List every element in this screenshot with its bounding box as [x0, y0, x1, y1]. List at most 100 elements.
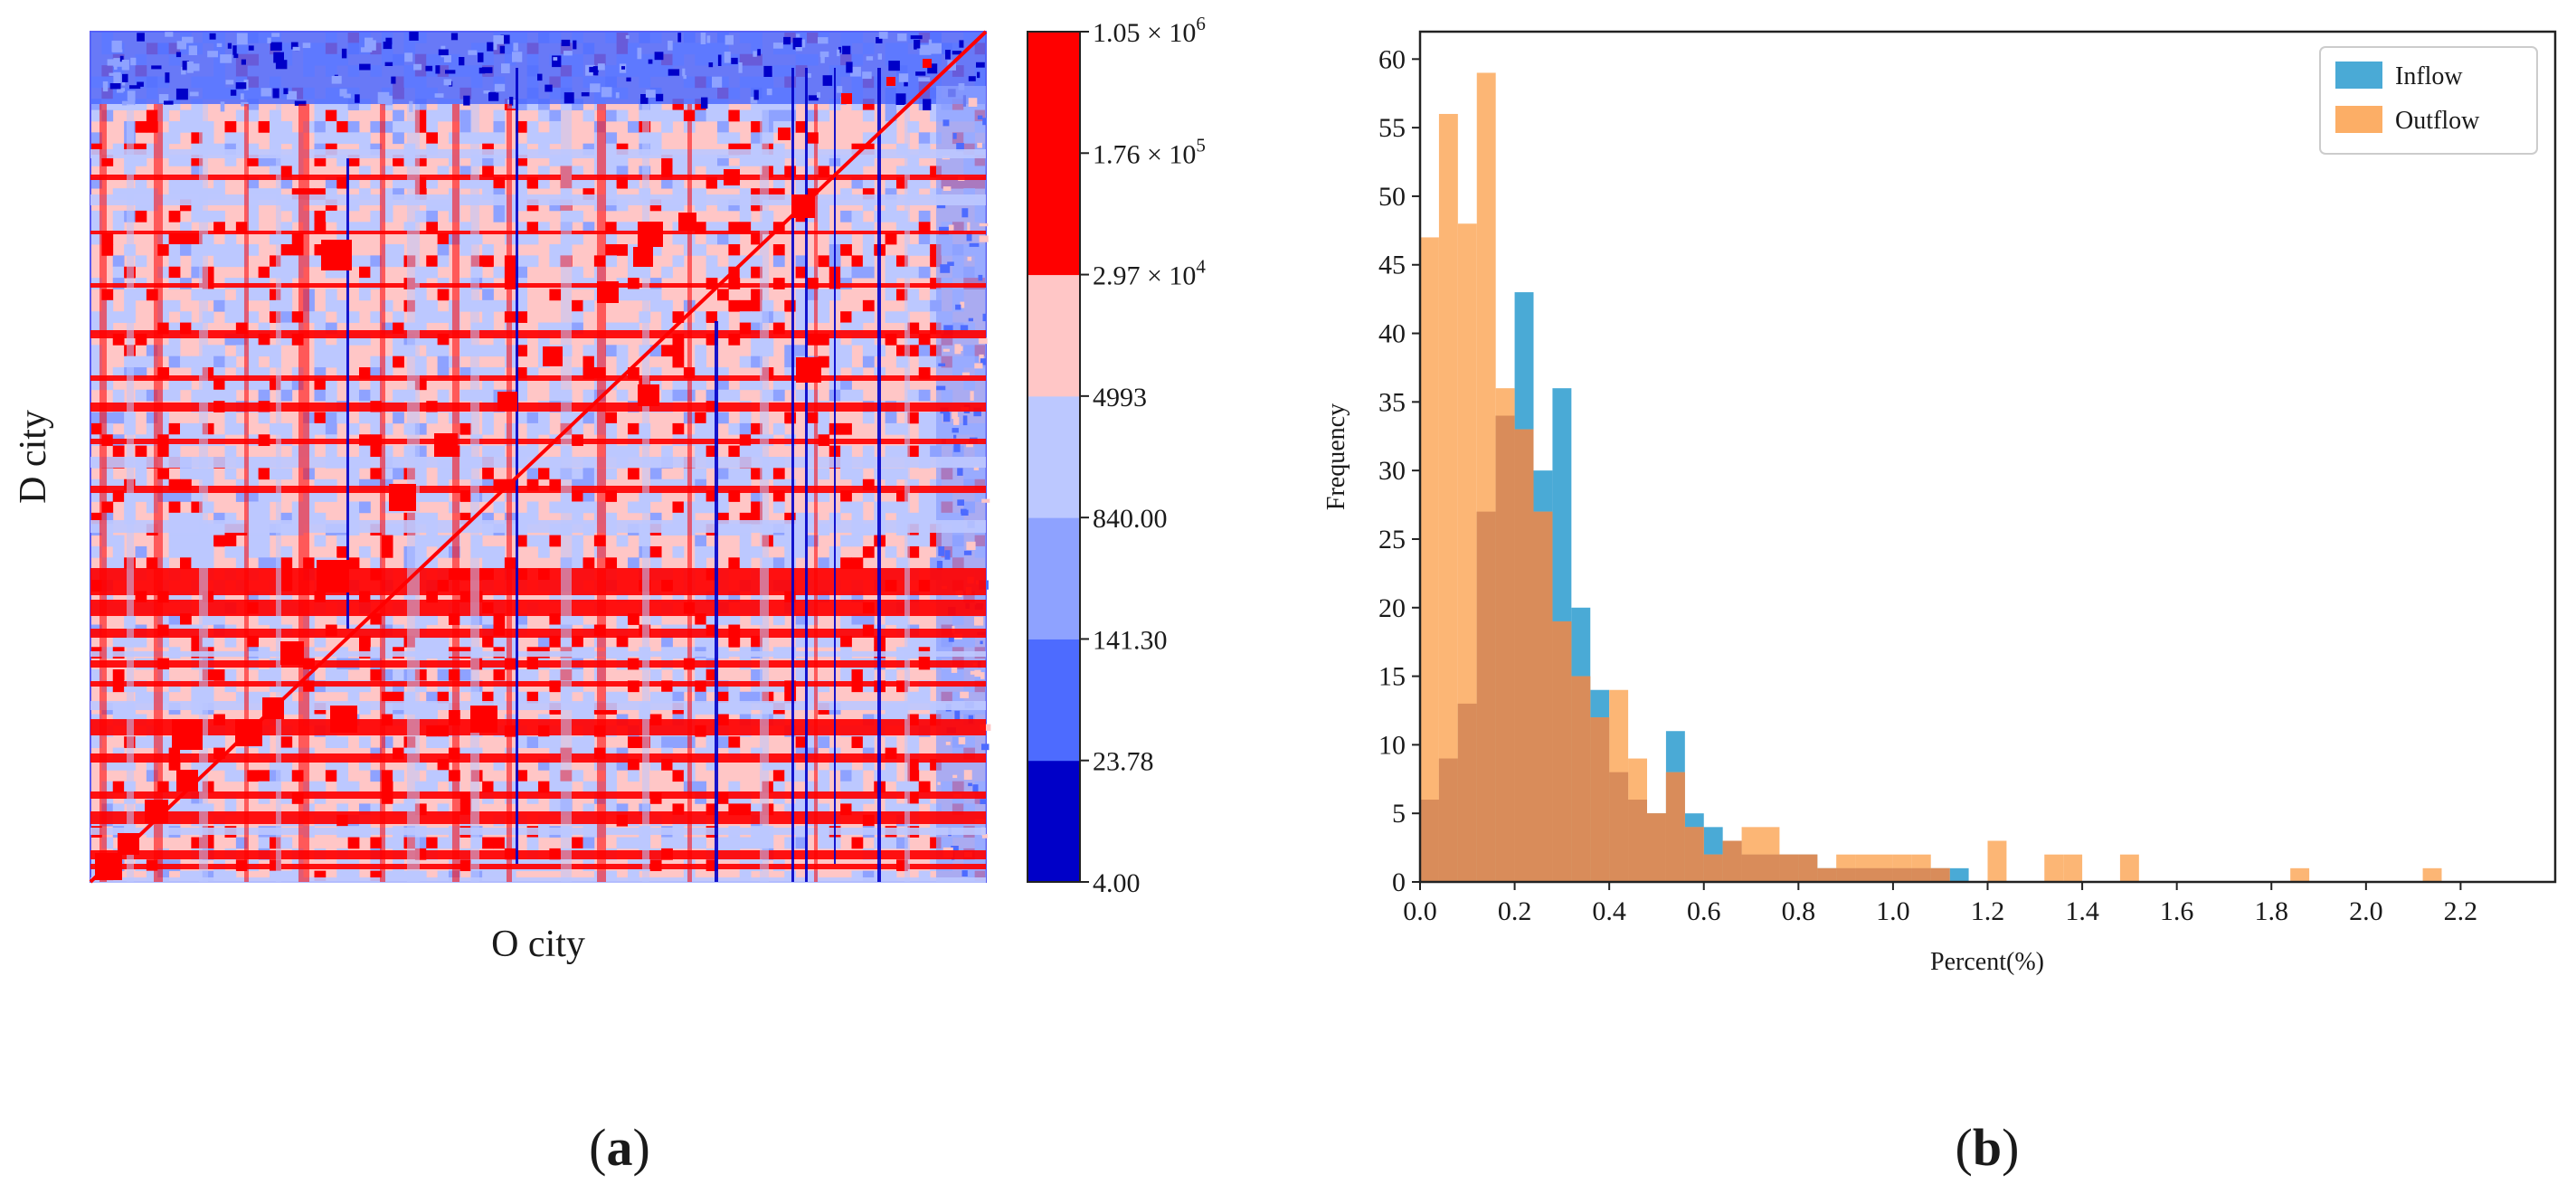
heatmap-top-band-cell: [927, 63, 938, 74]
heatmap-row-light: [90, 149, 986, 158]
heatmap-right-band-cell: [955, 304, 961, 310]
heatmap-top-band-cell: [273, 52, 284, 63]
histogram-xlabel: Percent(%): [1930, 948, 2044, 976]
heatmap-top-band-cell: [176, 41, 186, 50]
heatmap-top-band-cell: [128, 100, 136, 106]
heatmap-top-band-cell: [712, 76, 723, 88]
heatmap-top-band-cell: [731, 57, 738, 64]
y-tick-label: 25: [1378, 525, 1406, 554]
heatmap-top-band-cell: [275, 60, 288, 70]
heatmap-row-stripe: [90, 850, 986, 859]
heatmap-top-band-cell: [683, 75, 687, 80]
heatmap-top-band-cell: [158, 94, 169, 104]
panel-label-b-open: (: [1956, 1118, 1973, 1177]
y-tick-label: 60: [1378, 44, 1406, 74]
heatmap-top-band-cell: [757, 49, 761, 56]
heatmap-right-band-cell: [942, 119, 950, 127]
heatmap-top-band-cell: [122, 73, 128, 82]
heatmap-top-band-cell: [808, 95, 819, 101]
heatmap-top-band-cell: [493, 38, 497, 51]
colorbar-segment: [1028, 517, 1080, 640]
heatmap-right-band-cell: [962, 415, 968, 426]
heatmap-top-band-cell: [904, 81, 908, 87]
heatmap-right-band-cell: [938, 363, 946, 366]
heatmap-right-band-cell: [979, 223, 989, 227]
heatmap-top-band-cell: [102, 81, 109, 92]
heatmap-right-band-cell: [963, 550, 972, 555]
heatmap-top-band-cell: [877, 53, 882, 60]
colorbar-segment: [1028, 32, 1080, 154]
overlap-bar: [1457, 703, 1477, 882]
heatmap-top-band-cell: [968, 76, 976, 81]
heatmap-top-band-cell: [553, 57, 558, 61]
heatmap-row-stripe: [90, 439, 986, 444]
heatmap-top-band-cell: [976, 62, 985, 68]
heatmap-diagonal-block: [497, 392, 517, 412]
y-tick-label: 45: [1378, 251, 1406, 280]
heatmap-col-light: [642, 104, 649, 882]
heatmap-top-band-cell: [897, 33, 907, 42]
x-tick-label: 1.8: [2255, 896, 2289, 926]
heatmap-top-band-cell: [236, 33, 248, 45]
heatmap-col-light: [276, 104, 281, 882]
overlap-bar: [1552, 621, 1572, 882]
colorbar-tick-label: 4.00: [1093, 868, 1141, 898]
heatmap-top-band-cell: [637, 47, 642, 60]
panel-label-b: (b): [1956, 1118, 2020, 1177]
x-tick-label: 1.4: [2065, 896, 2099, 926]
heatmap-right-band-cell: [953, 443, 961, 452]
heatmap-right-band-cell: [942, 348, 950, 352]
heatmap-top-band-cell: [488, 91, 497, 96]
heatmap-top-band-cell: [625, 35, 630, 39]
heatmap-top-band-cell: [121, 60, 129, 71]
heatmap-row-stripe: [90, 719, 986, 735]
overlap-bar: [1817, 867, 1837, 882]
heatmap-col-stripe: [597, 104, 606, 882]
panel-label-a-letter: a: [607, 1118, 633, 1177]
heatmap-top-band-cell: [537, 73, 543, 81]
heatmap-row-light: [90, 828, 986, 835]
histogram-legend: Inflow Outflow: [2319, 46, 2538, 155]
heatmap-col-stripe: [380, 104, 385, 882]
heatmap-top-band-cell: [959, 40, 964, 48]
heatmap-top-band-cell: [186, 61, 194, 73]
heatmap-right-band-cell: [944, 550, 951, 560]
heatmap-col-line: [877, 68, 881, 882]
heatmap-top-band-cell: [175, 52, 182, 58]
heatmap-top-band-cell: [846, 62, 853, 73]
heatmap-top-band-cell: [207, 51, 218, 58]
heatmap-right-band-cell: [954, 710, 961, 721]
heatmap-top-band-cell: [164, 100, 174, 105]
heatmap-top-band-cell: [783, 36, 791, 45]
heatmap-top-band-cell: [225, 80, 234, 85]
legend-label-inflow: Inflow: [2395, 62, 2463, 90]
heatmap-hotspot: [172, 719, 203, 750]
heatmap-top-band-cell: [227, 43, 232, 49]
heatmap-top-band-cell: [112, 49, 123, 52]
heatmap-top-band-cell: [248, 45, 254, 51]
heatmap-right-band-cell: [952, 133, 957, 139]
heatmap-col-stripe: [687, 104, 692, 882]
heatmap-diagonal-block: [434, 433, 458, 457]
outflow-bar: [2422, 867, 2442, 882]
heatmap-top-band-cell: [165, 32, 174, 37]
heatmap-right-band-cell: [981, 744, 990, 751]
y-tick-label: 50: [1378, 182, 1406, 212]
heatmap-top-band-cell: [355, 94, 360, 103]
heatmap-right-band-cell: [981, 498, 990, 503]
heatmap-top-band-cell: [290, 42, 298, 50]
heatmap-col-line: [805, 68, 808, 882]
heatmap-row-stripe: [90, 660, 986, 668]
heatmap-top-band-cell: [700, 33, 706, 44]
heatmap-top-band-cell: [753, 90, 759, 100]
heatmap-top-band-cell: [182, 61, 189, 71]
heatmap-row-light: [90, 194, 986, 205]
heatmap-top-band-cell: [165, 72, 170, 83]
heatmap-top-band-cell: [339, 89, 347, 97]
colorbar-tick-exponent: 6: [1196, 13, 1206, 34]
y-tick-label: 40: [1378, 319, 1406, 349]
legend-swatch-inflow: [2335, 62, 2382, 89]
heatmap-top-band-cell: [107, 59, 115, 66]
histogram-ylabel: Frequency: [1322, 403, 1350, 510]
overlap-bar: [1647, 813, 1666, 882]
